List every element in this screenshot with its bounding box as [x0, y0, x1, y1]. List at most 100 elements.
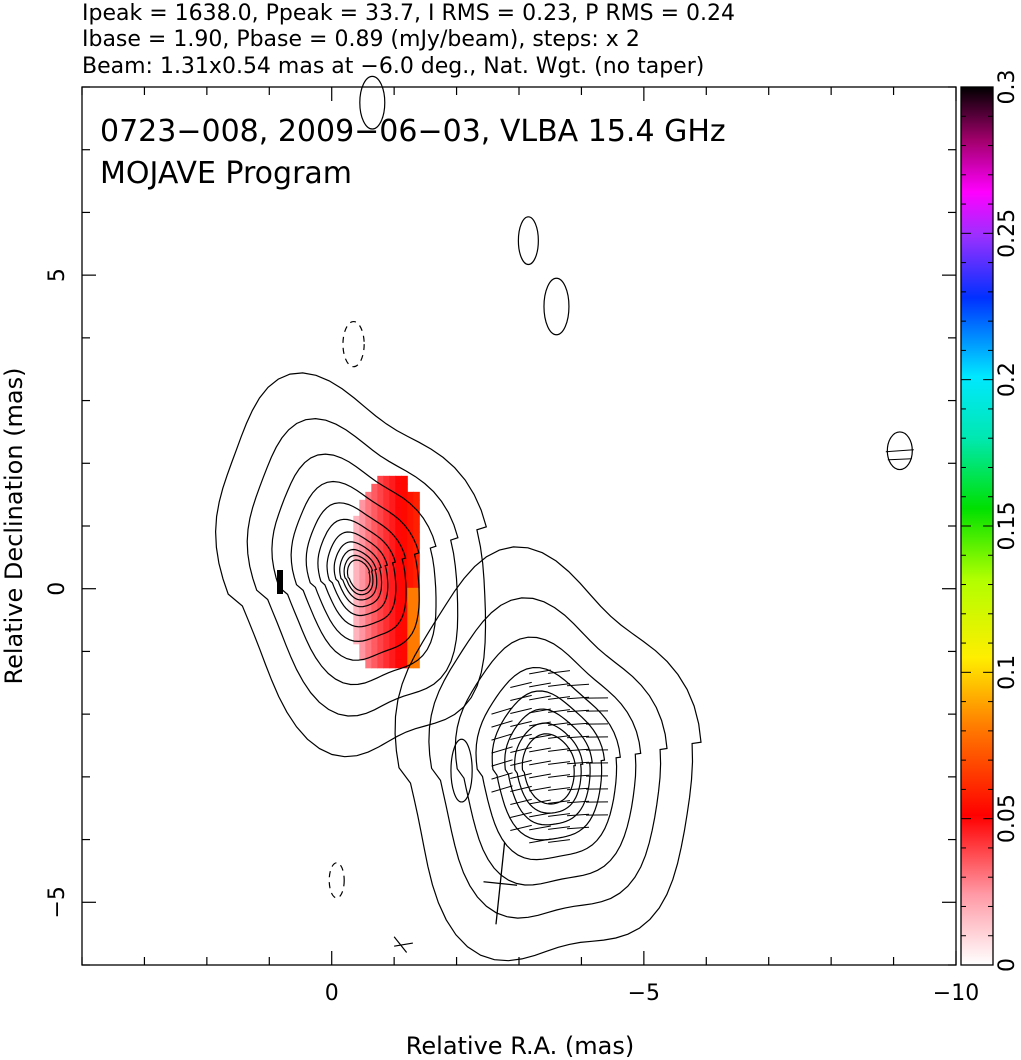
evpa-tick	[510, 798, 532, 806]
isolated-contour	[517, 216, 539, 266]
pol-cell	[347, 547, 354, 557]
pol-cell	[389, 547, 396, 557]
pol-cell	[413, 611, 420, 621]
pol-cell	[371, 539, 378, 549]
pol-cell	[407, 491, 414, 501]
pol-cell	[413, 635, 420, 645]
pol-cell	[365, 555, 372, 565]
pol-cell	[389, 619, 396, 629]
pol-cell	[347, 595, 354, 605]
pol-cell	[407, 507, 414, 517]
pol-cell	[359, 635, 366, 645]
contour-jet	[491, 690, 606, 841]
pol-cell	[389, 571, 396, 581]
pol-cell	[383, 659, 390, 669]
evpa-tick	[548, 813, 571, 817]
pol-cell	[413, 531, 420, 541]
pol-cell	[359, 555, 366, 565]
colorbar-tick-label: 0.15	[995, 502, 1020, 551]
pol-cell	[371, 643, 378, 653]
pol-cell	[347, 579, 354, 589]
pol-cell	[401, 483, 408, 493]
pol-cell	[383, 595, 390, 605]
y-tick-label: 5	[45, 268, 70, 282]
evpa-tick	[548, 748, 571, 752]
pol-cell	[413, 563, 420, 573]
pol-cell	[371, 619, 378, 629]
pol-cell	[365, 579, 372, 589]
evpa-tick	[491, 772, 513, 780]
pol-cell	[401, 523, 408, 533]
contour-core	[317, 518, 397, 628]
pol-cell	[383, 643, 390, 653]
pol-cell	[401, 587, 408, 597]
evpa-tick	[491, 733, 513, 741]
pol-cell	[371, 579, 378, 589]
pol-cell	[359, 563, 366, 573]
contour-core	[339, 548, 378, 601]
pol-cell	[413, 491, 420, 501]
pol-cell	[389, 627, 396, 637]
pol-cell	[359, 539, 366, 549]
evpa-tick	[510, 772, 532, 780]
evpa-tick	[548, 735, 571, 739]
contour-jet	[475, 666, 621, 861]
polarization-heatmap	[347, 475, 420, 669]
pol-cell	[377, 499, 384, 509]
evpa-tick	[510, 733, 532, 741]
pol-cell	[395, 555, 402, 565]
colorbar-tick-label: 0.3	[995, 70, 1020, 105]
plot-subtitle: MOJAVE Program	[100, 156, 352, 191]
evpa-vectors	[491, 449, 914, 844]
pol-cell	[365, 547, 372, 557]
pol-cell	[413, 659, 420, 669]
pol-cell	[395, 515, 402, 525]
isolated-contour	[359, 75, 386, 130]
pol-cell	[407, 635, 414, 645]
pol-cell	[401, 531, 408, 541]
pol-cell	[377, 619, 384, 629]
contour-jet	[454, 636, 642, 886]
pol-cell	[383, 587, 390, 597]
pol-cell	[395, 643, 402, 653]
pol-cell	[395, 499, 402, 509]
axis-ticks	[81, 86, 957, 966]
pol-cell	[413, 571, 420, 581]
pol-cell	[359, 611, 366, 621]
pol-cell	[359, 651, 366, 661]
pol-cell	[371, 507, 378, 517]
pol-cell	[413, 627, 420, 637]
evpa-tick	[529, 773, 551, 779]
pol-cell	[347, 587, 354, 597]
pol-cell	[407, 571, 414, 581]
pol-cell	[407, 587, 414, 597]
pol-cell	[395, 475, 402, 485]
pol-cell	[347, 555, 354, 565]
pol-cell	[377, 627, 384, 637]
pol-cell	[353, 595, 360, 605]
isolated-contour	[886, 431, 913, 471]
pol-cell	[407, 523, 414, 533]
pol-cell	[395, 563, 402, 573]
pol-cell	[389, 523, 396, 533]
y-tick-label: −5	[45, 886, 70, 918]
colorbar-tick-label: 0.05	[995, 794, 1020, 843]
pol-cell	[377, 523, 384, 533]
evpa-tick	[548, 709, 571, 713]
pol-cell	[401, 491, 408, 501]
evpa-tick	[510, 759, 532, 767]
pol-cell	[401, 619, 408, 629]
pol-cell	[371, 595, 378, 605]
pol-cell	[377, 507, 384, 517]
evpa-tick	[529, 825, 551, 831]
evpa-tick	[510, 811, 532, 819]
axis-tick-labels: 0 −5 −10 −5 0 5	[45, 268, 979, 1006]
contour-core	[305, 502, 407, 643]
plot-frame	[81, 86, 957, 966]
pol-cell	[371, 555, 378, 565]
negative-contour	[342, 320, 365, 368]
pol-cell	[395, 483, 402, 493]
contour-jet	[514, 722, 584, 814]
evpa-tick	[529, 734, 551, 740]
pol-cell	[377, 531, 384, 541]
